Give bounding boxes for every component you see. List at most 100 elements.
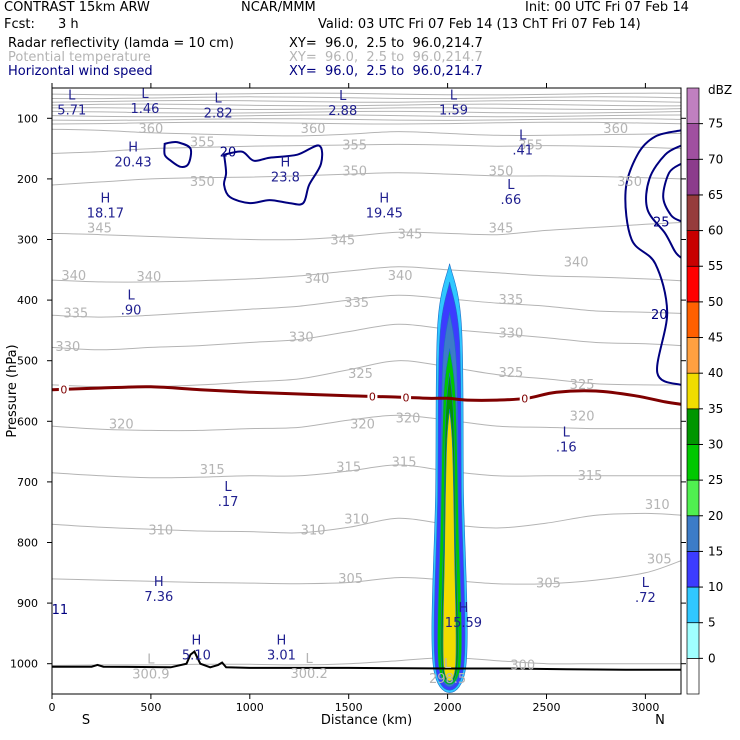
- theta-contour-stratosphere: [52, 92, 681, 96]
- colorbar-swatch: [686, 123, 700, 160]
- theta-contour-315: [52, 464, 681, 479]
- colorbar-tick-label: 60: [708, 224, 723, 238]
- y-tick-label: 900: [17, 597, 38, 610]
- y-tick-label: 1000: [10, 658, 38, 671]
- colorbar-tick-label: 10: [708, 580, 723, 594]
- y-axis-label: Pressure (hPa): [5, 344, 20, 437]
- colorbar-unit-label: dBZ: [708, 83, 732, 97]
- center-value-label: .41: [512, 143, 533, 158]
- colorbar-swatch: [686, 194, 700, 231]
- theta-contour-label: 345: [330, 234, 355, 249]
- low-center-marker: L: [127, 288, 135, 303]
- wind-contour-label: 11: [52, 603, 69, 618]
- theta-contour-label: 315: [200, 463, 225, 478]
- center-value-label: .16: [556, 440, 577, 455]
- center-value-label: 298.5: [429, 672, 466, 687]
- center-value-label: 1.46: [130, 102, 159, 117]
- theta-contour-stratosphere: [52, 99, 681, 103]
- theta-contour-label: 310: [301, 523, 326, 538]
- colorbar-tick-label: 40: [708, 366, 723, 380]
- theta-contour-label: 305: [647, 552, 672, 567]
- center-value-label: 2.82: [204, 106, 233, 121]
- wind-contour-label: 20: [651, 308, 668, 323]
- low-center-marker: L: [519, 128, 527, 143]
- theta-contour-label: 330: [55, 340, 80, 355]
- plot-frame: [51, 87, 682, 695]
- theta-contour-label: 305: [536, 577, 561, 592]
- wind-contour-20-center: [222, 144, 324, 206]
- colorbar-tick-label: 75: [708, 117, 723, 131]
- theta-contour-label: 335: [344, 296, 369, 311]
- freezing-level-label: 0: [403, 391, 410, 404]
- theta-contour-320: [52, 414, 681, 432]
- theta-contour-340: [52, 266, 681, 283]
- y-tick-label: 400: [17, 294, 38, 307]
- colorbar-swatch: [686, 408, 700, 445]
- wind-contour-label: 25: [653, 215, 670, 230]
- y-tick-label: 700: [17, 476, 38, 489]
- theta-contour-label: 310: [148, 523, 173, 538]
- colorbar-swatch: [686, 337, 700, 374]
- x-tick-label: 2000: [434, 701, 462, 714]
- center-value-label: 15.59: [445, 616, 482, 631]
- theta-contour-label: 350: [617, 175, 642, 190]
- field-name-wind: Horizontal wind speed: [8, 64, 153, 79]
- x-tick-label: 1000: [236, 701, 264, 714]
- high-center-marker: H: [128, 140, 138, 155]
- field-xy-reflectivity: XY= 96.0, 2.5 to 96.0,214.7: [289, 36, 483, 51]
- theta-contour-360: [52, 128, 681, 137]
- colorbar-swatch: [686, 444, 700, 481]
- theta-contour-label: 340: [564, 256, 589, 271]
- colorbar-swatch: [686, 301, 700, 338]
- theta-contour-label: 355: [342, 139, 367, 154]
- center-value-label: .17: [218, 495, 239, 510]
- freezing-level-label: 0: [369, 390, 376, 403]
- center-value-label: .72: [635, 591, 656, 606]
- terrain-line: [52, 650, 681, 671]
- theta-contour-label: 345: [489, 222, 514, 237]
- theta-contour-label: 330: [289, 331, 314, 346]
- theta-contour-stratosphere: [52, 118, 681, 121]
- north-end-label: N: [655, 713, 665, 728]
- theta-contour-stratosphere: [52, 103, 681, 107]
- init-time: Init: 00 UTC Fri 07 Feb 14: [525, 0, 689, 15]
- field-xy-wind: XY= 96.0, 2.5 to 96.0,214.7: [289, 64, 483, 79]
- theta-contour-label: 340: [137, 270, 162, 285]
- valid-time: Valid: 03 UTC Fri 07 Feb 14 (13 ChT Fri …: [318, 17, 641, 32]
- freezing-level-label: 0: [60, 383, 67, 396]
- colorbar-swatch: [686, 87, 700, 124]
- colorbar-swatch: [686, 586, 700, 624]
- colorbar-tick-label: 55: [708, 259, 723, 273]
- theta-contour-label: 345: [398, 228, 423, 243]
- theta-contour-label: 360: [138, 122, 163, 137]
- high-center-marker: H: [101, 191, 111, 206]
- colorbar-tick-label: 20: [708, 509, 723, 523]
- theta-contour-label: 360: [603, 122, 628, 137]
- colorbar-tick-label: 25: [708, 473, 723, 487]
- model-title: CONTRAST 15km ARW: [4, 0, 150, 15]
- center-value-label: 5.10: [182, 649, 211, 664]
- colorbar-swatch: [686, 622, 700, 659]
- center-value-label: .66: [501, 193, 522, 208]
- high-center-marker: H: [277, 634, 287, 649]
- colorbar-swatch: [686, 265, 700, 303]
- freezing-level-label-bg: [519, 392, 530, 405]
- colorbar-swatch: [686, 551, 700, 588]
- theta-contour-label: 335: [63, 306, 88, 321]
- colorbar-swatch: [686, 230, 700, 267]
- center-value-label: 3.01: [267, 649, 296, 664]
- colorbar-swatch: [686, 515, 700, 552]
- organization-label: NCAR/MMM: [241, 0, 316, 15]
- theta-contour-label: 305: [338, 572, 363, 587]
- freezing-level-label: 0: [521, 392, 528, 405]
- y-tick-label: 800: [17, 537, 38, 550]
- center-value-label: 19.45: [366, 206, 403, 221]
- colorbar-tick-label: 70: [708, 152, 723, 166]
- wind-contour-jet-east-1: [645, 144, 681, 259]
- theta-contour-label: 320: [396, 411, 421, 426]
- theta-contour-310: [52, 512, 681, 534]
- center-value-label: 2.88: [328, 104, 357, 119]
- theta-contour-label: 345: [87, 222, 112, 237]
